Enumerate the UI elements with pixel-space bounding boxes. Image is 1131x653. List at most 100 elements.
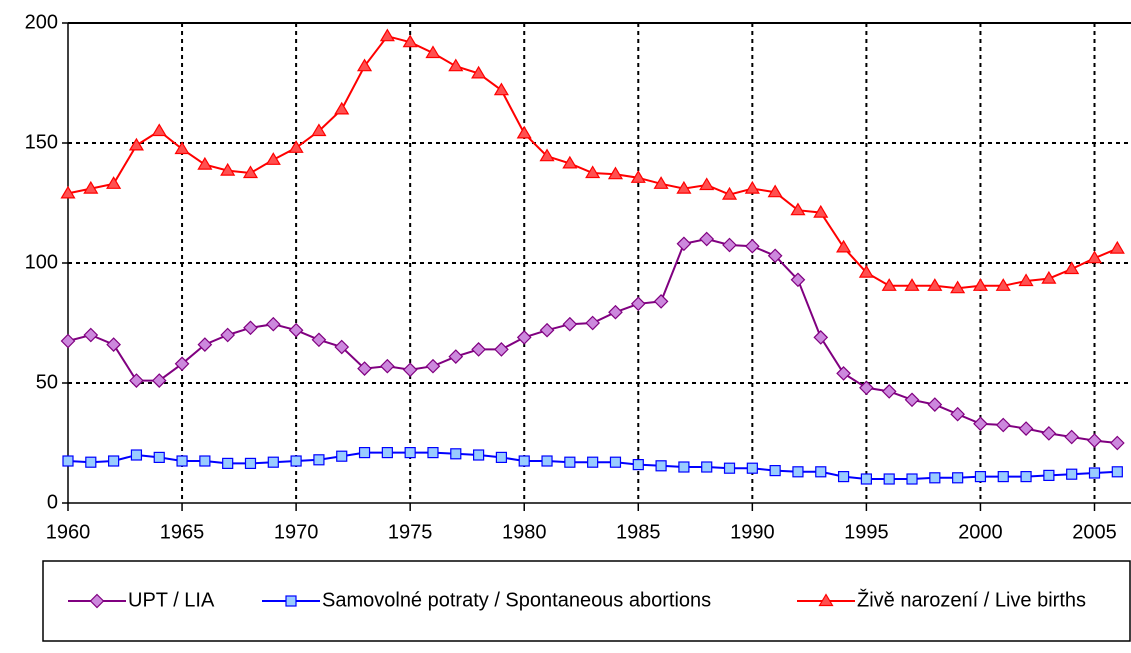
marker [222, 457, 234, 469]
marker [609, 456, 622, 468]
marker [630, 296, 646, 312]
x-tick-label: 1965 [160, 521, 205, 543]
marker [539, 148, 555, 162]
marker [676, 236, 692, 252]
y-tick-label: 50 [36, 371, 58, 393]
marker [85, 456, 97, 468]
x-tick-label: 1960 [46, 521, 91, 543]
marker [151, 373, 167, 388]
marker [995, 278, 1011, 291]
marker [108, 455, 120, 467]
marker [471, 342, 486, 357]
marker [1109, 435, 1125, 451]
marker [265, 152, 281, 165]
marker [950, 280, 966, 294]
marker [404, 447, 416, 459]
marker [813, 330, 829, 345]
marker [151, 123, 167, 137]
marker [813, 204, 829, 218]
plot-area [60, 28, 1125, 485]
marker [950, 406, 965, 422]
marker [837, 471, 850, 483]
legend-box [42, 560, 1131, 642]
marker [427, 447, 439, 459]
marker [174, 141, 190, 155]
marker [1066, 468, 1078, 480]
legend-label: Samovolné potraty / Spontaneous abortion… [322, 589, 711, 611]
x-tick-label: 1990 [730, 521, 775, 543]
marker [311, 332, 327, 348]
marker [356, 58, 373, 72]
marker [516, 330, 532, 345]
marker [518, 455, 530, 467]
marker [721, 186, 738, 200]
marker [1111, 466, 1123, 478]
marker [288, 140, 304, 153]
marker [607, 166, 624, 180]
x-tick-label: 1970 [274, 521, 319, 543]
marker [836, 239, 852, 253]
marker [153, 451, 165, 463]
marker [860, 473, 872, 485]
marker [678, 461, 690, 473]
marker [973, 416, 988, 432]
marker [288, 322, 304, 338]
marker [585, 315, 601, 331]
marker [974, 471, 987, 483]
marker [128, 137, 144, 151]
marker [858, 264, 874, 278]
marker [1020, 471, 1032, 483]
marker [722, 237, 737, 253]
marker [357, 361, 372, 376]
marker [1087, 433, 1102, 448]
marker [836, 366, 851, 381]
marker [1064, 261, 1080, 275]
marker [495, 451, 508, 463]
marker [448, 58, 464, 72]
marker [792, 466, 804, 478]
x-tick-label: 1975 [388, 521, 433, 543]
marker [379, 28, 395, 42]
marker [587, 456, 599, 468]
marker [285, 595, 297, 607]
marker [60, 185, 76, 199]
marker [904, 278, 920, 291]
marker [267, 456, 279, 468]
marker [790, 202, 806, 216]
y-tick-label: 200 [25, 11, 58, 33]
marker [83, 327, 99, 343]
marker [927, 278, 943, 291]
marker [313, 454, 325, 466]
marker [106, 337, 121, 352]
marker [723, 462, 736, 474]
marker [699, 231, 715, 247]
marker [473, 449, 485, 461]
marker [60, 333, 76, 349]
x-tick-label: 1980 [502, 521, 547, 543]
marker [402, 362, 418, 378]
marker [358, 447, 371, 459]
marker [265, 316, 281, 332]
marker [402, 34, 418, 48]
marker [881, 278, 897, 291]
marker [1041, 426, 1057, 441]
marker [655, 460, 667, 472]
marker [311, 123, 327, 137]
marker [1018, 421, 1034, 436]
marker [89, 593, 105, 609]
marker [334, 101, 350, 115]
marker [676, 180, 692, 194]
marker [1018, 273, 1034, 287]
marker [199, 455, 211, 467]
marker [767, 184, 783, 198]
marker [471, 65, 487, 79]
marker [746, 462, 758, 474]
marker [883, 473, 895, 485]
marker [174, 356, 190, 372]
marker [1064, 429, 1080, 445]
marker [769, 465, 781, 477]
y-tick-label: 150 [25, 131, 58, 153]
y-tick-label: 0 [47, 491, 58, 513]
marker [541, 455, 553, 467]
